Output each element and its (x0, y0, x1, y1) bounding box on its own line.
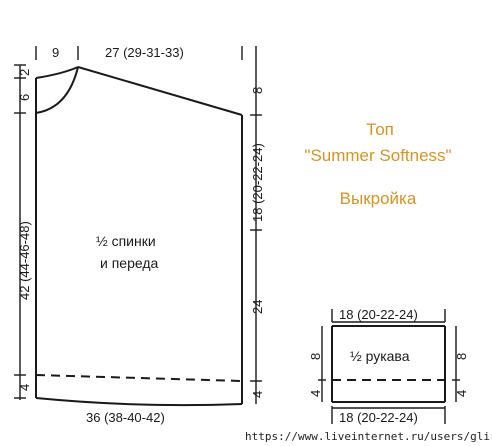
body-top-shoulder: 27 (29-31-33) (105, 45, 184, 60)
sleeve-right-hem: 4 (454, 390, 469, 397)
body-left-height: 42 (44-46-48) (17, 221, 32, 300)
sleeve-bottom-dimension (331, 406, 446, 424)
body-left-neck: 6 (17, 94, 32, 101)
body-label-line1: ½ спинки (96, 233, 156, 249)
body-left-dimension (14, 64, 26, 400)
body-left-hem: 4 (17, 384, 32, 391)
body-left-top: 2 (17, 69, 32, 76)
body-right-hem: 4 (250, 391, 265, 398)
sleeve-top-width: 18 (20-22-24) (339, 307, 418, 322)
sleeve-left-height: 8 (308, 353, 323, 360)
sleeve-piece-outline (331, 325, 446, 403)
title-line3: Выкройка (340, 189, 417, 208)
body-piece-outline (35, 66, 243, 407)
title-line1: Топ (366, 120, 394, 139)
body-label-line2: и переда (100, 255, 159, 271)
title-line2: "Summer Softness" (304, 146, 451, 165)
body-bottom-width: 36 (38-40-42) (86, 410, 165, 425)
sleeve-top-dimension (331, 309, 446, 323)
sleeve-left-hem: 4 (308, 390, 323, 397)
sleeve-right-dimension (452, 326, 460, 402)
sleeve-label: ½ рукава (350, 348, 410, 364)
body-top-neck: 9 (52, 45, 59, 60)
sleeve-left-dimension (318, 326, 326, 402)
body-right-armhole: 18 (20-22-24) (250, 143, 265, 222)
body-top-dimension (35, 46, 243, 60)
watermark-url: https://www.liveinternet.ru/users/glira/ (245, 430, 492, 443)
body-right-shoulder: 8 (250, 87, 265, 94)
sleeve-right-height: 8 (454, 353, 469, 360)
body-right-side: 24 (250, 300, 265, 314)
sleeve-bottom-width: 18 (20-22-24) (339, 410, 418, 425)
body-right-dimension (250, 46, 262, 404)
